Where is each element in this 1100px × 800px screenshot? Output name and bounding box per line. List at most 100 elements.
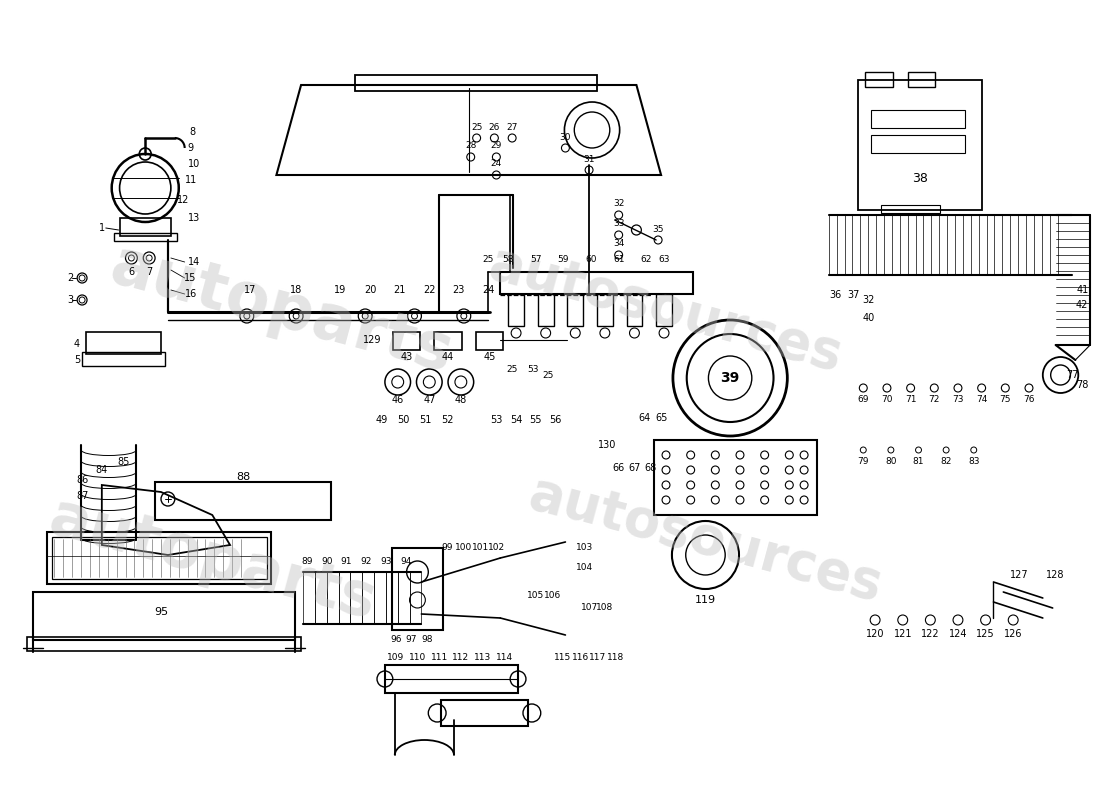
Text: 26: 26 — [488, 122, 501, 131]
Bar — [508, 294, 524, 326]
Text: 46: 46 — [392, 395, 404, 405]
Bar — [33, 592, 295, 640]
Text: 72: 72 — [928, 395, 940, 405]
Text: 121: 121 — [893, 629, 912, 639]
Text: 20: 20 — [364, 285, 376, 295]
Bar — [327, 572, 339, 624]
Text: 58: 58 — [503, 255, 514, 265]
Bar — [351, 572, 362, 624]
Text: 22: 22 — [424, 285, 436, 295]
Text: 23: 23 — [453, 285, 465, 295]
Text: 10: 10 — [188, 159, 200, 169]
Text: 2: 2 — [67, 273, 74, 283]
Text: 64: 64 — [638, 413, 650, 423]
Text: 91: 91 — [341, 558, 352, 566]
Text: autoparts: autoparts — [103, 234, 460, 386]
Text: 56: 56 — [549, 415, 562, 425]
Text: 39: 39 — [720, 371, 739, 385]
Text: 104: 104 — [575, 563, 593, 573]
Text: 30: 30 — [560, 133, 571, 142]
Bar — [500, 272, 693, 294]
Bar — [392, 548, 443, 630]
Text: 101: 101 — [472, 543, 490, 553]
Bar — [374, 572, 386, 624]
Text: 70: 70 — [881, 395, 893, 405]
Bar — [871, 135, 965, 153]
Text: 51: 51 — [419, 415, 431, 425]
Bar — [597, 294, 613, 326]
Text: 32: 32 — [862, 295, 874, 305]
Text: 53: 53 — [527, 366, 539, 374]
Text: 78: 78 — [1076, 380, 1088, 390]
Text: 108: 108 — [596, 603, 614, 613]
Bar — [409, 572, 421, 624]
Text: 1: 1 — [99, 223, 104, 233]
Text: 8: 8 — [189, 127, 196, 137]
Text: 14: 14 — [188, 257, 200, 267]
Text: 48: 48 — [454, 395, 467, 405]
Text: 129: 129 — [363, 335, 382, 345]
Text: 41: 41 — [1076, 285, 1088, 295]
Text: 118: 118 — [607, 654, 625, 662]
Bar — [385, 665, 518, 693]
Text: 85: 85 — [118, 457, 130, 467]
Text: 86: 86 — [76, 475, 88, 485]
Text: 33: 33 — [613, 219, 625, 229]
Text: 55: 55 — [529, 415, 542, 425]
Text: 9: 9 — [187, 143, 194, 153]
Text: 19: 19 — [334, 285, 346, 295]
Text: 66: 66 — [613, 463, 625, 473]
Text: 61: 61 — [613, 255, 625, 265]
Text: 99: 99 — [441, 543, 453, 553]
Text: 111: 111 — [430, 654, 448, 662]
Text: 112: 112 — [452, 654, 470, 662]
Text: 97: 97 — [406, 635, 417, 645]
Text: 122: 122 — [921, 629, 939, 639]
Text: 83: 83 — [968, 458, 979, 466]
Text: 5: 5 — [74, 355, 80, 365]
Text: 62: 62 — [640, 255, 652, 265]
Bar — [86, 332, 161, 354]
Text: 128: 128 — [1046, 570, 1065, 580]
Text: 126: 126 — [1004, 629, 1023, 639]
Bar — [656, 294, 672, 326]
Bar — [315, 572, 327, 624]
Text: 44: 44 — [442, 352, 454, 362]
Text: 53: 53 — [491, 415, 503, 425]
Text: 120: 120 — [866, 629, 884, 639]
Text: 114: 114 — [496, 654, 513, 662]
Text: 52: 52 — [441, 415, 453, 425]
Text: 38: 38 — [913, 171, 928, 185]
Text: 119: 119 — [695, 595, 716, 605]
Text: 29: 29 — [491, 142, 502, 150]
Text: 35: 35 — [652, 225, 664, 234]
Text: 82: 82 — [940, 458, 952, 466]
Text: 92: 92 — [361, 558, 372, 566]
Text: 94: 94 — [400, 558, 411, 566]
Text: 79: 79 — [858, 458, 869, 466]
Text: autosources: autosources — [522, 468, 888, 612]
Bar — [908, 72, 935, 87]
Bar — [355, 75, 597, 91]
Bar — [866, 72, 893, 87]
Text: 107: 107 — [581, 603, 597, 613]
Text: 43: 43 — [400, 352, 412, 362]
Text: 28: 28 — [465, 142, 476, 150]
Text: 25: 25 — [506, 366, 518, 374]
Bar — [871, 110, 965, 128]
Text: 24: 24 — [491, 159, 502, 169]
Bar — [26, 637, 301, 651]
Text: 57: 57 — [530, 255, 541, 265]
Text: 93: 93 — [381, 558, 392, 566]
Text: 102: 102 — [487, 543, 505, 553]
Text: 84: 84 — [96, 465, 108, 475]
Text: 69: 69 — [858, 395, 869, 405]
Text: 67: 67 — [628, 463, 640, 473]
Text: 16: 16 — [185, 289, 197, 299]
Bar — [113, 233, 177, 241]
Text: 40: 40 — [862, 313, 874, 323]
Bar — [441, 700, 528, 726]
Text: 115: 115 — [553, 654, 571, 662]
Text: 77: 77 — [1066, 370, 1079, 380]
Bar — [302, 572, 315, 624]
